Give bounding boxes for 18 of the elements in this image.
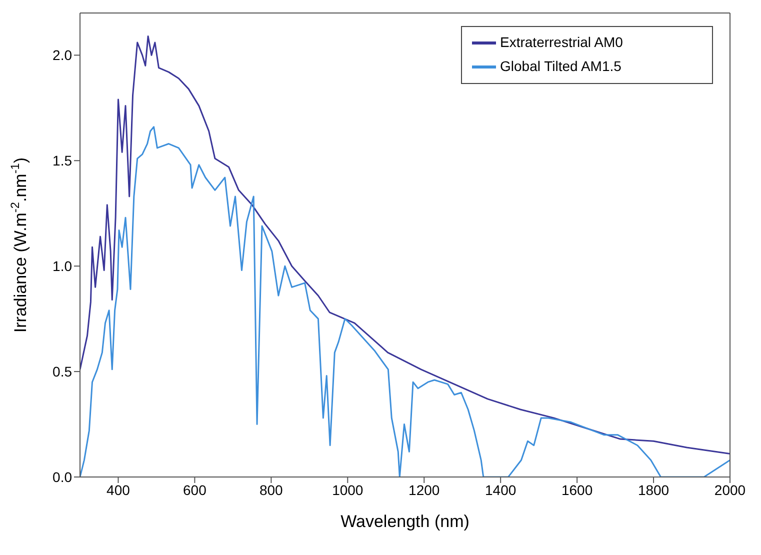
x-tick-label: 2000 [714,482,746,498]
line-series [80,35,730,455]
y-tick-label: 1.0 [52,258,72,274]
y-tick-label: 2.0 [52,47,72,64]
x-tick-label: 1600 [561,482,593,498]
y-tick-label: 0.0 [52,468,72,485]
x-tick-label: 1000 [332,482,364,498]
x-tick-label: 600 [183,482,207,498]
x-tick-label: 400 [106,482,130,498]
x-tick-label: 1400 [485,482,516,498]
x-tick-label: 1200 [408,482,440,498]
legend-label: Extraterrestrial AM0 [500,34,623,50]
x-tick-label: 800 [259,482,284,498]
legend-label: Global Tilted AM1.5 [500,58,622,74]
y-tick-label: 1.5 [52,152,72,169]
y-tick-label: 0.5 [52,364,72,380]
x-tick-label: 1800 [638,482,670,498]
x-axis-title: Wavelength (nm) [340,512,470,531]
